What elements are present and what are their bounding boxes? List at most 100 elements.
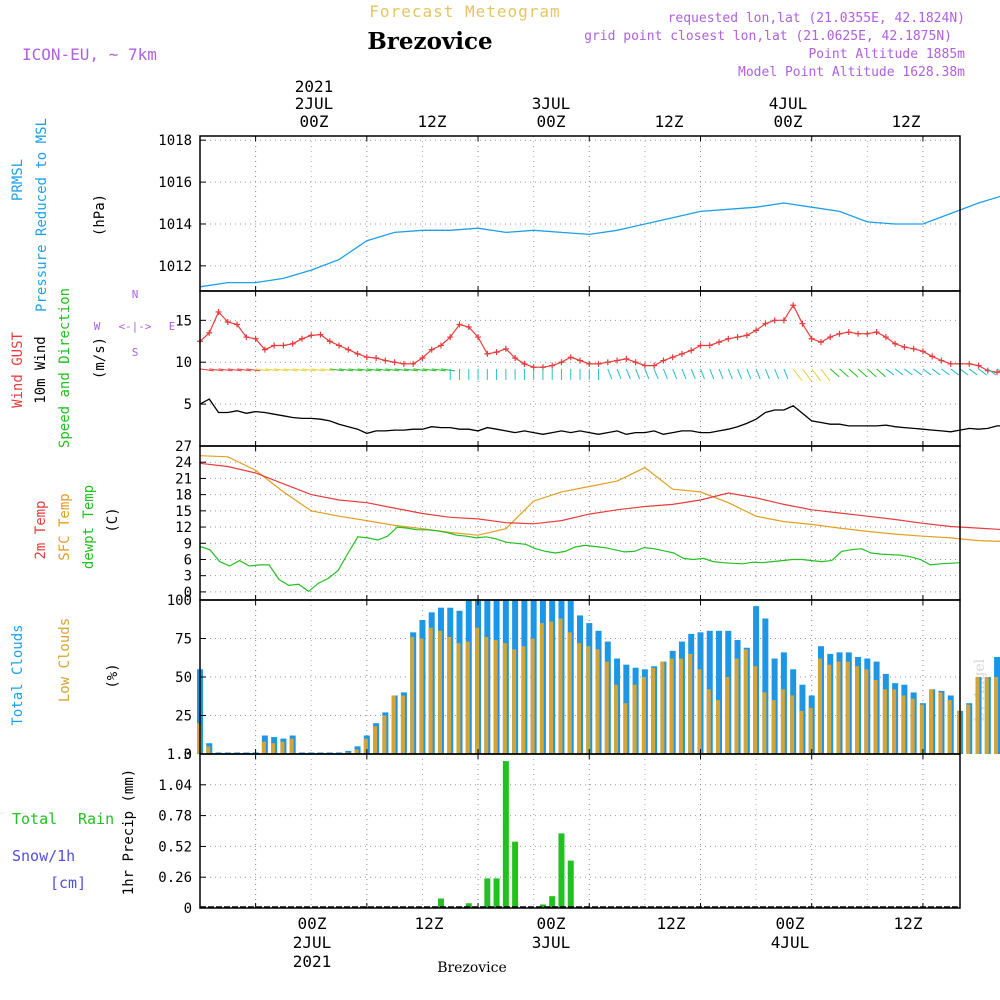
wind-direction-arrow <box>996 368 1000 372</box>
wind-direction-arrow <box>209 368 224 372</box>
total-cloud-label: Total Clouds <box>10 624 26 725</box>
low-cloud-bar <box>938 692 943 754</box>
gust-marker <box>224 319 231 325</box>
low-cloud-bar <box>614 684 619 754</box>
low-cloud-bar <box>706 689 711 754</box>
gust-marker <box>938 357 945 364</box>
wind-direction-arrow <box>727 368 733 380</box>
gust-marker <box>336 342 343 349</box>
marks-layer <box>197 195 1000 908</box>
low-cloud-bar <box>929 689 934 754</box>
bottom-hour-label: 00Z <box>776 914 805 933</box>
gust-marker <box>400 360 407 367</box>
compass-s: S <box>132 346 139 359</box>
low-cloud-bar <box>512 649 517 754</box>
wind-direction-arrow <box>199 368 215 372</box>
low-cloud-bar <box>790 695 795 754</box>
top-hour-label: 00Z <box>537 112 566 131</box>
gust-marker <box>373 355 380 362</box>
y-tick-label: 100 <box>167 593 192 609</box>
wind-direction-arrow <box>987 368 997 376</box>
wind-direction-arrow <box>292 368 307 372</box>
low-cloud-bar <box>595 649 600 754</box>
low-cloud-bar <box>530 638 535 754</box>
low-cloud-bar <box>919 704 924 754</box>
low-cloud-bar <box>604 661 609 754</box>
top-hour-label: 00Z <box>300 112 329 131</box>
gust-marker <box>604 359 611 366</box>
low-cloud-label: Low Clouds <box>57 618 73 702</box>
pressure-unit: (hPa) <box>92 194 108 236</box>
gust-marker <box>919 348 926 355</box>
footer-station: Brezovice <box>437 960 507 976</box>
gust-marker <box>892 340 899 347</box>
gust-marker <box>410 360 417 367</box>
wind-direction-arrow <box>690 368 696 380</box>
top-year-label: 2021 <box>295 77 334 96</box>
wind-direction-arrow <box>820 368 831 382</box>
gust-marker <box>716 339 723 346</box>
bottom-time-axis: 00Z 2JUL 2021 12Z 00Z 3JUL 12Z 00Z 4JUL … <box>293 914 923 971</box>
bottom-date-label: 4JUL <box>771 933 810 952</box>
gust-marker <box>271 342 278 349</box>
cloud-unit: (%) <box>105 663 121 688</box>
wind-direction-arrow <box>227 368 242 372</box>
total-cloud-bar <box>308 752 315 754</box>
y-tick-label: 18 <box>175 488 192 504</box>
wind-direction-arrow <box>681 368 687 380</box>
wind-label: 10m Wind <box>33 336 49 403</box>
wind-direction-arrow <box>718 368 724 380</box>
low-cloud-bar <box>363 738 368 754</box>
compass-arrows: <-|-> <box>118 320 151 333</box>
low-cloud-bar <box>345 752 350 754</box>
gust-marker <box>465 324 472 331</box>
panel-frame <box>199 290 961 447</box>
wind-direction-arrow <box>440 368 456 372</box>
total-cloud-bar <box>317 752 324 754</box>
low-cloud-bar <box>539 623 544 754</box>
gust-marker <box>428 346 435 353</box>
gust-marker <box>855 330 862 337</box>
wind-direction-arrow <box>394 368 409 372</box>
wind-direction-arrow <box>366 368 381 372</box>
gust-marker <box>771 317 778 324</box>
pressure-label-1: PRMSL <box>10 159 26 201</box>
wind-direction-arrow <box>904 368 913 376</box>
wind-direction-arrow <box>218 368 233 372</box>
gust-marker <box>632 359 639 366</box>
ticks-layer: 1012101410161018510150369121518212427025… <box>158 133 924 917</box>
gust-marker <box>345 346 352 353</box>
dewpt-label: dewpt Temp <box>81 485 97 569</box>
low-cloud-bar <box>873 680 878 754</box>
wind-direction-arrow <box>644 368 650 380</box>
compass-n: N <box>132 288 139 301</box>
gust-marker <box>280 342 287 349</box>
gust-marker <box>298 335 305 342</box>
wind-direction-arrow <box>672 368 678 380</box>
gust-marker <box>780 317 787 324</box>
y-tick-label: 1018 <box>158 133 192 149</box>
y-tick-label: 15 <box>175 313 192 329</box>
wind-direction-arrow <box>246 368 261 372</box>
gust-marker <box>577 357 583 364</box>
wind-direction-arrow <box>811 368 822 382</box>
low-cloud-bar <box>780 689 785 754</box>
wind-direction-arrow <box>783 368 789 380</box>
gust-marker <box>549 362 556 369</box>
low-cloud-bar <box>558 618 563 754</box>
gust-marker <box>725 335 732 342</box>
gust-line <box>199 303 1000 373</box>
wind-direction-arrow <box>950 368 960 376</box>
compass-rose: N W E <-|-> S <box>94 288 176 359</box>
y-tick-label: 25 <box>175 709 192 725</box>
gust-marker <box>678 350 685 357</box>
gust-marker <box>614 357 621 364</box>
low-cloud-bar <box>817 658 822 754</box>
gust-marker <box>456 321 463 328</box>
wind-direction-arrow <box>922 368 932 376</box>
low-cloud-bar <box>669 658 674 754</box>
panel-frame <box>199 753 961 909</box>
gust-marker <box>994 369 1000 376</box>
low-cloud-bar <box>910 698 915 754</box>
bottom-hour-label: 00Z <box>298 914 327 933</box>
